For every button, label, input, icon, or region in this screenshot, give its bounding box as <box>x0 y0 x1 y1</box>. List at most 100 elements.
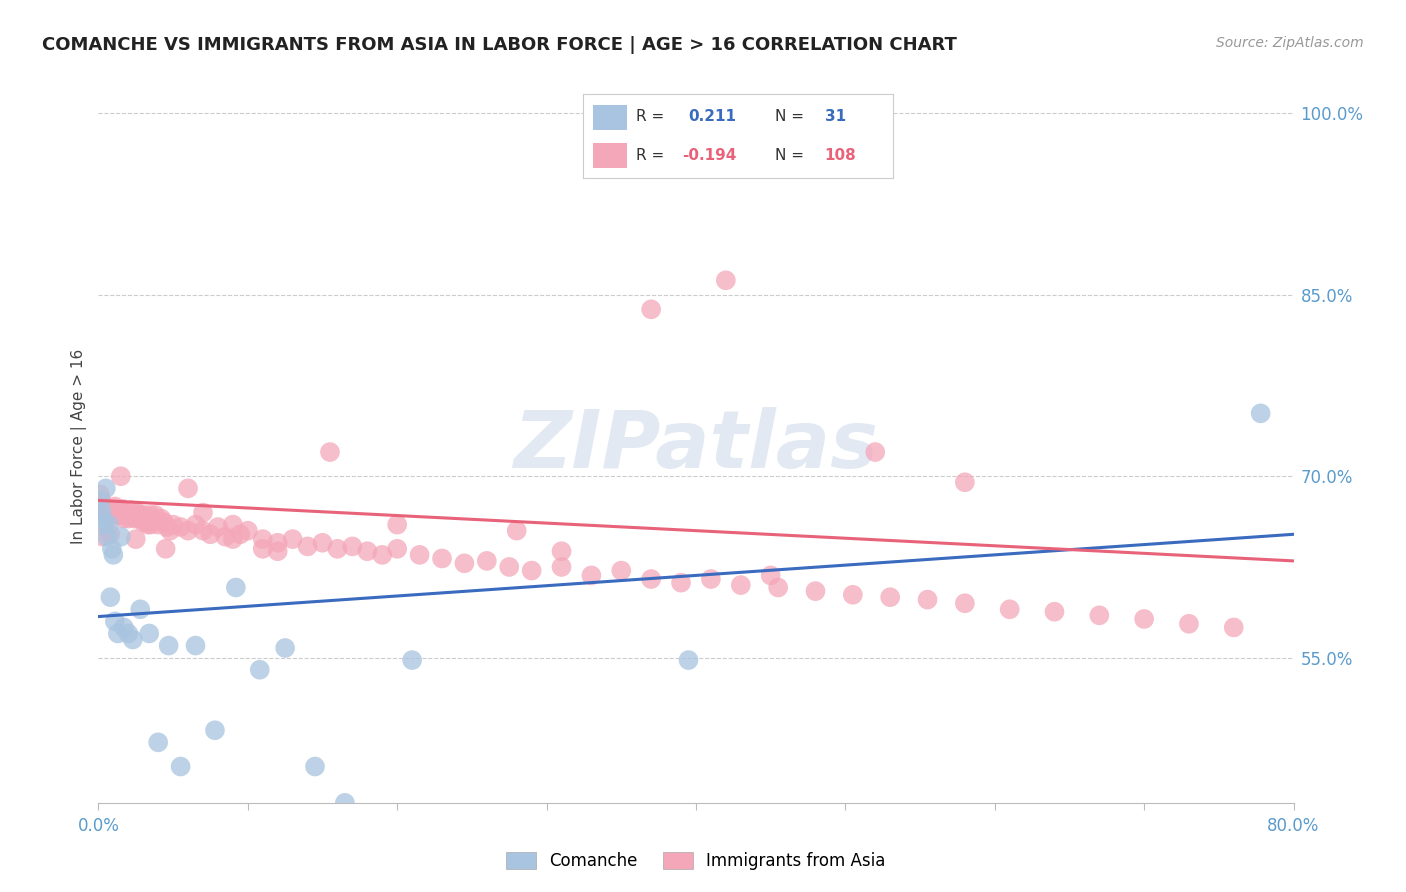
Point <box>135 511 157 525</box>
Point <box>139 517 162 532</box>
Point <box>274 640 297 655</box>
Point <box>124 511 146 525</box>
Point <box>128 511 150 525</box>
Point <box>1178 616 1201 631</box>
Point <box>319 445 342 459</box>
Point <box>1043 605 1066 619</box>
Point <box>134 508 156 522</box>
Point <box>98 506 122 520</box>
Point <box>97 503 120 517</box>
Point <box>138 626 160 640</box>
Point <box>136 517 159 532</box>
Point <box>714 273 737 287</box>
Point <box>91 530 114 544</box>
Y-axis label: In Labor Force | Age > 16: In Labor Force | Age > 16 <box>72 349 87 543</box>
Point <box>204 723 226 738</box>
Point <box>117 626 139 640</box>
Point <box>669 575 692 590</box>
Point <box>766 581 789 595</box>
Text: N =: N = <box>775 148 804 163</box>
Point <box>112 511 135 525</box>
Point <box>326 541 349 556</box>
Point <box>550 560 572 574</box>
Point <box>1133 612 1156 626</box>
Point <box>610 564 633 578</box>
Point <box>93 503 115 517</box>
Point <box>90 493 112 508</box>
Point <box>252 532 274 546</box>
Point <box>917 592 939 607</box>
Point <box>157 639 180 653</box>
Point <box>107 508 129 522</box>
Point <box>104 500 127 514</box>
Point <box>842 588 865 602</box>
Point <box>311 535 333 549</box>
Point <box>108 503 131 517</box>
Point <box>700 572 723 586</box>
Point <box>640 302 662 317</box>
Point <box>103 502 125 516</box>
Point <box>281 532 304 546</box>
Text: 31: 31 <box>825 109 846 124</box>
Point <box>184 517 207 532</box>
Point <box>141 511 163 525</box>
Point <box>385 517 409 532</box>
Point <box>131 511 153 525</box>
Point <box>408 548 430 562</box>
Point <box>98 590 122 604</box>
Point <box>304 759 326 773</box>
Point <box>132 515 155 529</box>
Point <box>90 503 112 517</box>
Point <box>184 639 207 653</box>
Point <box>96 530 118 544</box>
Point <box>115 506 138 520</box>
Point <box>110 530 132 544</box>
Point <box>101 508 124 522</box>
Point <box>879 590 901 604</box>
Point <box>105 506 128 520</box>
Point <box>1088 608 1111 623</box>
Point <box>430 551 453 566</box>
Text: COMANCHE VS IMMIGRANTS FROM ASIA IN LABOR FORCE | AGE > 16 CORRELATION CHART: COMANCHE VS IMMIGRANTS FROM ASIA IN LABO… <box>42 36 957 54</box>
Point <box>520 564 543 578</box>
Point <box>333 796 356 810</box>
Point <box>107 626 129 640</box>
Point <box>229 527 252 541</box>
Point <box>177 481 200 495</box>
Point <box>475 554 498 568</box>
Point <box>865 445 887 459</box>
Point <box>678 653 700 667</box>
Point <box>453 557 475 571</box>
Point <box>129 602 152 616</box>
Text: 0.211: 0.211 <box>689 109 737 124</box>
Point <box>143 508 166 522</box>
Point <box>267 535 290 549</box>
Point <box>111 502 134 516</box>
Point <box>225 581 247 595</box>
Point <box>252 541 274 556</box>
Point <box>125 508 148 522</box>
Point <box>804 584 827 599</box>
Point <box>550 544 572 558</box>
Point <box>112 620 135 634</box>
Legend: Comanche, Immigrants from Asia: Comanche, Immigrants from Asia <box>499 845 893 877</box>
Text: Source: ZipAtlas.com: Source: ZipAtlas.com <box>1216 36 1364 50</box>
Point <box>207 520 229 534</box>
Point <box>267 544 290 558</box>
Point <box>169 759 191 773</box>
Point <box>120 503 142 517</box>
Point <box>953 596 976 610</box>
Point <box>356 544 378 558</box>
Point <box>104 615 127 629</box>
Point <box>127 506 149 520</box>
Point <box>155 541 177 556</box>
Point <box>222 517 245 532</box>
Point <box>110 469 132 483</box>
Point <box>91 511 114 525</box>
Point <box>121 632 143 647</box>
Point <box>342 540 364 554</box>
Point <box>148 735 170 749</box>
Point <box>249 663 271 677</box>
Point <box>169 520 191 534</box>
Point <box>121 508 143 522</box>
